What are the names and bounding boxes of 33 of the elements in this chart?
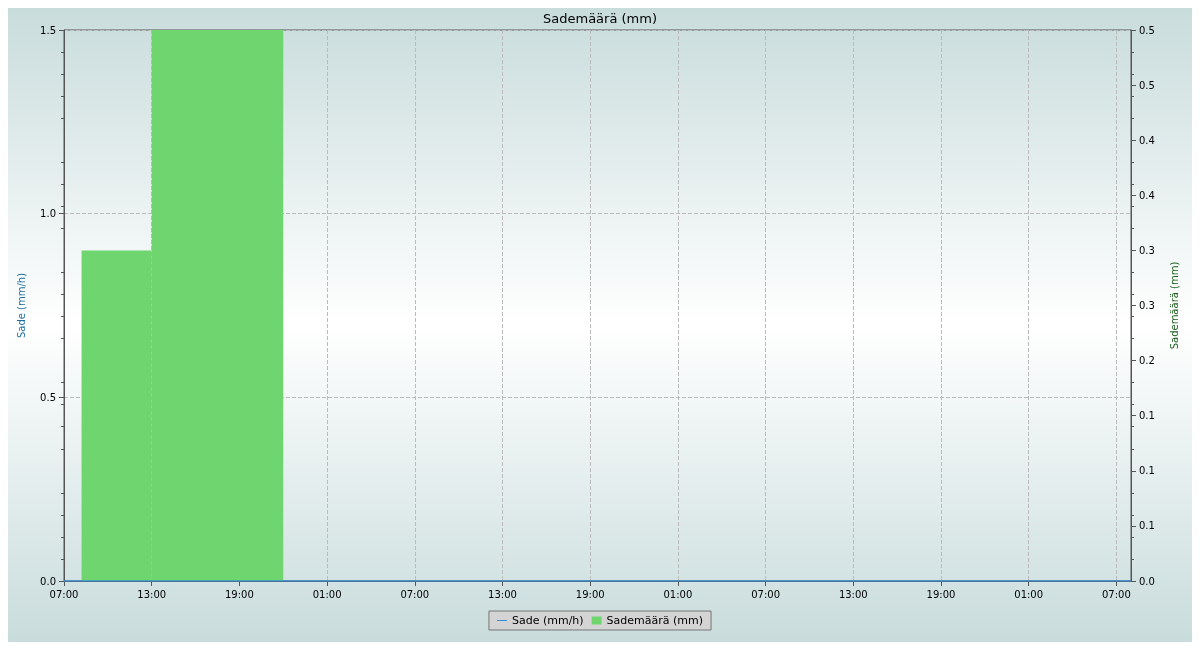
y2-tick-label: 0.3 bbox=[1139, 300, 1155, 311]
x-tick-label: 19:00 bbox=[575, 588, 605, 600]
y-tick-label: 0.0 bbox=[40, 575, 56, 587]
y2-tick-label: 0.1 bbox=[1139, 465, 1155, 477]
x-tick-label: 13:00 bbox=[137, 588, 167, 600]
y2-tick-label: 0.1 bbox=[1139, 410, 1155, 422]
y2-tick-label: 0.1 bbox=[1139, 520, 1155, 532]
y-tick-label: 0.5 bbox=[40, 391, 56, 403]
x-tick-label: 13:00 bbox=[488, 588, 517, 600]
y2-tick-label: 0.2 bbox=[1139, 355, 1155, 367]
y2-axis-title: Sademäärä (mm) bbox=[1168, 261, 1180, 350]
x-tick-label: 19:00 bbox=[224, 588, 254, 600]
legend-label: Sade (mm/h) bbox=[511, 614, 584, 627]
y2-tick-label: 0.3 bbox=[1139, 244, 1155, 256]
y2-tick-label: 0.4 bbox=[1139, 134, 1155, 146]
x-tick-label: 07:00 bbox=[1101, 588, 1131, 600]
chart-title: Sademäärä (mm) bbox=[543, 11, 657, 26]
x-tick-label: 07:00 bbox=[751, 588, 780, 600]
x-tick-label: 07:00 bbox=[400, 588, 430, 600]
y2-tick-label: 0.0 bbox=[1139, 575, 1155, 587]
y2-tick-label: 0.5 bbox=[1139, 24, 1155, 36]
legend-label: Sademäärä (mm) bbox=[606, 614, 704, 627]
y-tick-label: 1.5 bbox=[40, 24, 56, 36]
x-tick-label: 19:00 bbox=[926, 588, 956, 600]
x-tick-label: 01:00 bbox=[663, 588, 693, 600]
x-tick-label: 01:00 bbox=[1014, 588, 1044, 600]
y-axis-title: Sade (mm/h) bbox=[15, 272, 27, 339]
x-tick-label: 01:00 bbox=[312, 588, 342, 600]
y-tick-label: 1.0 bbox=[40, 208, 56, 220]
x-tick-label: 07:00 bbox=[49, 588, 79, 600]
x-tick-label: 13:00 bbox=[838, 588, 868, 600]
y2-tick-label: 0.5 bbox=[1139, 79, 1155, 91]
y2-tick-label: 0.4 bbox=[1139, 189, 1155, 201]
